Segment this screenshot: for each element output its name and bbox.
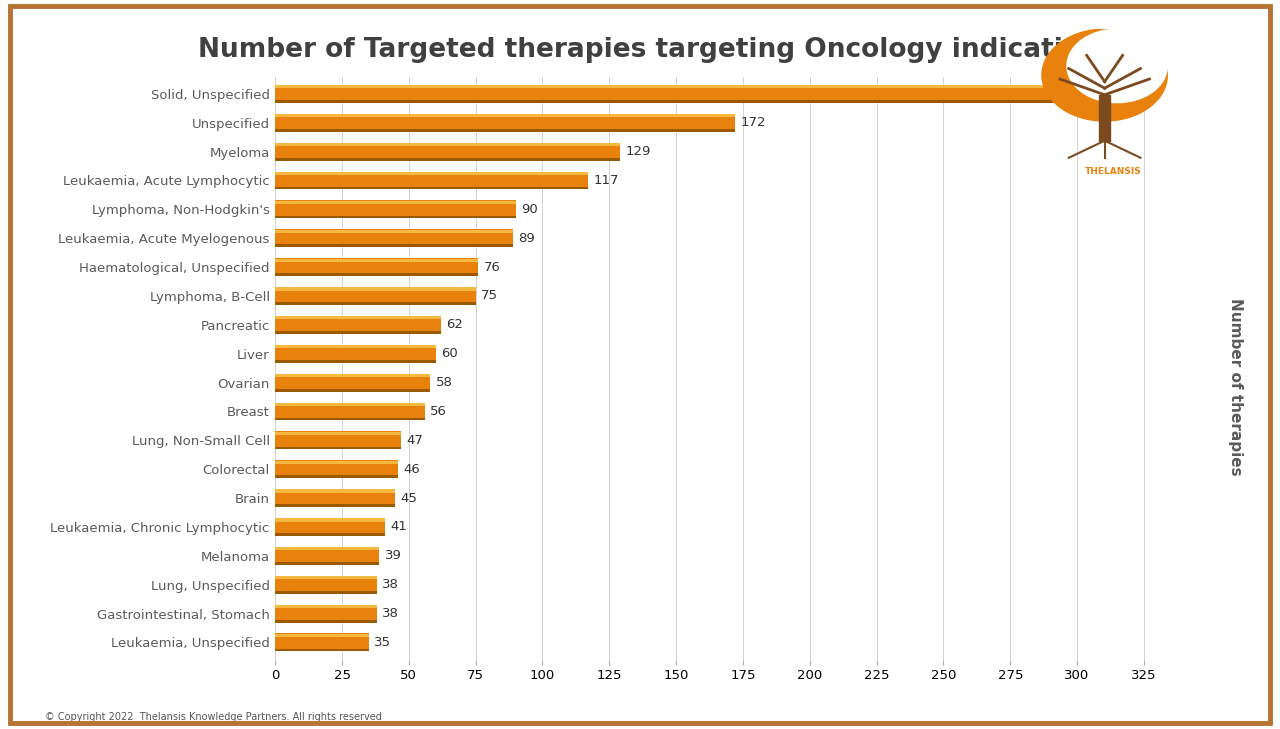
Text: 62: 62 [447,319,463,332]
Text: 35: 35 [374,636,392,649]
Bar [275,345,435,360]
Text: 47: 47 [406,434,424,447]
Bar [1100,95,1110,141]
Bar [275,461,398,464]
Circle shape [1068,29,1167,103]
Bar [275,287,476,291]
Bar [275,489,396,507]
Bar [275,576,376,591]
Text: 41: 41 [390,521,407,534]
Bar [275,432,401,435]
Bar [275,114,735,129]
Bar [275,547,379,562]
Text: 38: 38 [383,607,399,620]
Text: © Copyright 2022  Thelansis Knowledge Partners. All rights reserved: © Copyright 2022 Thelansis Knowledge Par… [45,712,381,722]
Bar [275,374,430,377]
Bar [275,432,401,449]
Bar [275,200,516,218]
Bar [275,576,376,580]
Bar [275,172,588,175]
Text: 90: 90 [521,203,538,216]
Bar [275,634,369,652]
Bar [275,200,516,204]
Bar [275,489,396,493]
Text: 39: 39 [385,550,402,562]
Bar [275,114,735,117]
Bar [275,287,476,305]
Bar [275,200,516,216]
Text: 58: 58 [435,376,452,389]
Bar [275,460,398,475]
Bar [275,604,376,623]
Text: 60: 60 [440,347,458,360]
Bar [275,489,396,504]
Bar [275,374,430,391]
Text: 45: 45 [401,491,417,504]
Bar [275,374,430,389]
Bar [275,316,440,334]
Bar [275,345,435,348]
Text: 302: 302 [1088,87,1114,101]
Text: 46: 46 [403,463,420,476]
Text: 172: 172 [740,116,765,129]
Text: 75: 75 [481,289,498,303]
Text: 89: 89 [518,232,535,245]
Bar [275,171,588,190]
Text: Number of therapies: Number of therapies [1228,297,1243,475]
Bar [275,114,735,132]
Title: Number of Targeted therapies targeting Oncology indications: Number of Targeted therapies targeting O… [198,37,1116,63]
Bar [275,258,479,273]
Bar [275,143,620,160]
Bar [275,605,376,608]
Bar [275,432,401,447]
Bar [275,518,385,536]
Bar [275,316,440,319]
Bar [275,518,385,533]
Circle shape [1042,29,1167,121]
Bar [275,518,385,521]
Bar [275,316,440,331]
Bar [275,230,513,247]
Bar [275,171,588,187]
Bar [275,402,425,421]
Text: THELANSIS: THELANSIS [1085,167,1142,176]
Bar [275,259,479,262]
Bar [275,230,513,244]
Bar [275,460,398,478]
Text: 56: 56 [430,405,447,418]
Bar [275,143,620,147]
Text: 76: 76 [484,260,500,273]
Bar [275,634,369,649]
Text: 117: 117 [594,174,618,187]
Text: 38: 38 [383,578,399,591]
Bar [275,258,479,276]
Bar [275,547,379,565]
Bar [275,230,513,233]
Bar [275,604,376,620]
Bar [275,345,435,362]
Bar [275,143,620,158]
Bar [275,547,379,550]
Bar [275,576,376,593]
Bar [275,403,425,406]
Bar [275,85,1083,103]
Text: 129: 129 [626,145,650,158]
Bar [275,634,369,637]
Bar [275,85,1083,88]
Bar [275,85,1083,100]
Bar [275,287,476,303]
Bar [275,402,425,418]
